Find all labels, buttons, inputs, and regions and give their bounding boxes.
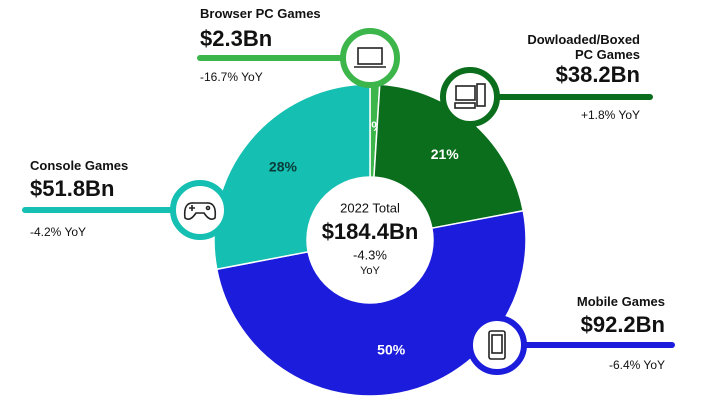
category-name: Console Games xyxy=(30,158,129,173)
value-label: 50% xyxy=(377,342,406,358)
center-total: $184.4Bn xyxy=(322,219,419,244)
icon-shape xyxy=(189,205,195,211)
center-change: -4.3% xyxy=(353,247,387,262)
category-icon xyxy=(170,180,230,240)
icon-shape xyxy=(491,334,503,354)
callouts xyxy=(22,28,675,375)
donut: 1%21%50%28% xyxy=(213,83,527,397)
icon-shape xyxy=(488,330,506,360)
icon-ring xyxy=(170,180,230,240)
value-label: 21% xyxy=(431,146,460,162)
revenue-label: $2.3Bn xyxy=(200,26,273,51)
center-change-label: YoY xyxy=(360,265,380,277)
category-name: Browser PC Games xyxy=(200,6,321,21)
category-icon xyxy=(440,67,500,127)
yoy-label: -6.4% YoY xyxy=(608,358,665,372)
donut-hole xyxy=(307,177,433,303)
icon-shape xyxy=(455,85,476,101)
icon-shape xyxy=(454,102,476,109)
center-title: 2022 Total xyxy=(340,200,400,215)
value-label: 28% xyxy=(269,159,298,175)
icon-shape xyxy=(205,205,211,211)
yoy-label: +1.8% YoY xyxy=(580,108,640,122)
revenue-label: $92.2Bn xyxy=(580,312,665,337)
category-icon xyxy=(340,28,400,88)
icon-ring xyxy=(340,28,400,88)
icon-shape xyxy=(357,47,383,65)
category-name: Mobile Games xyxy=(576,294,665,309)
yoy-label: -16.7% YoY xyxy=(200,70,263,84)
category-name: Dowloaded/Boxed PC Games xyxy=(527,32,640,62)
revenue-label: $38.2Bn xyxy=(555,62,640,87)
icon-shape xyxy=(183,202,217,220)
revenue-label: $51.8Bn xyxy=(30,176,115,201)
icon-shape xyxy=(476,83,486,107)
icon-ring xyxy=(467,315,527,375)
category-icon xyxy=(467,315,527,375)
yoy-label: -4.2% YoY xyxy=(30,225,87,239)
icon-ring xyxy=(440,67,500,127)
